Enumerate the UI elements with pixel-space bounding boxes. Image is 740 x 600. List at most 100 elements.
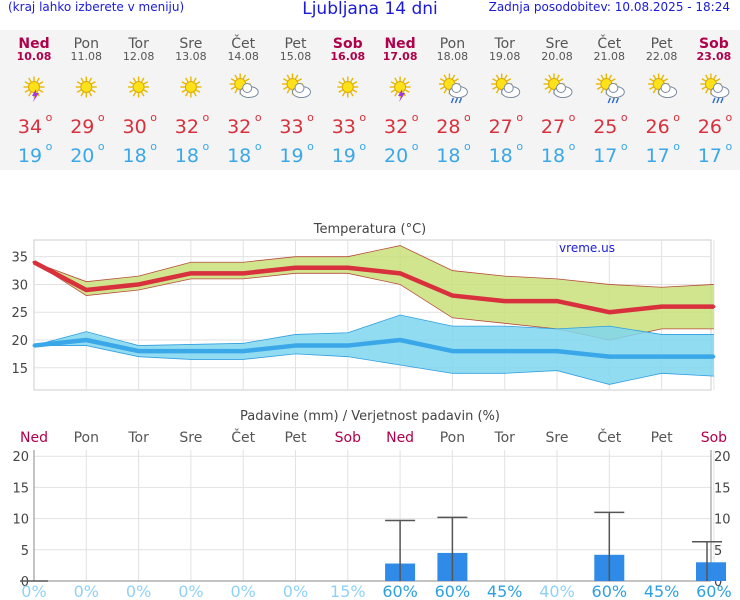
sun-cloud-icon: [543, 73, 573, 98]
data-point-max: [503, 299, 507, 303]
min-temp: 19: [18, 145, 42, 167]
degree-symbol: o: [569, 140, 576, 153]
y-tick-label: 20: [11, 334, 28, 349]
sun-icon: [180, 76, 202, 98]
data-point-max: [555, 299, 559, 303]
sun-ray: [283, 78, 288, 82]
sun-cloud-icon: [648, 73, 678, 98]
min-temp: 18: [227, 145, 251, 167]
sun-ray: [596, 78, 602, 82]
degree-symbol: o: [726, 140, 733, 153]
cloud-puff: [556, 83, 566, 93]
sun-ray: [652, 74, 657, 80]
x-tick-label: Tor: [493, 430, 515, 446]
x-tick-label: Čet: [597, 428, 621, 446]
data-point-max: [241, 271, 245, 275]
degree-symbol: o: [673, 140, 680, 153]
sun-ray: [713, 74, 717, 80]
chart-title: Padavine (mm) / Verjetnost padavin (%): [240, 409, 500, 424]
sun-ray: [443, 74, 448, 80]
degree-symbol: o: [516, 140, 523, 153]
data-point-min: [346, 344, 350, 348]
sun-ray: [132, 91, 137, 97]
sun-disc: [28, 81, 40, 93]
x-tick-label: Pon: [440, 430, 465, 446]
data-point-min: [712, 355, 716, 359]
sun-cloud-rain-icon: [595, 73, 625, 104]
cloud: [501, 83, 521, 98]
daily-forecast-strip: [0, 30, 740, 170]
data-point-max: [450, 294, 454, 298]
sun-ray: [548, 74, 552, 80]
day-name: Pon: [440, 36, 465, 52]
rain-drop: [607, 97, 611, 104]
day-date: 14.08: [227, 50, 259, 63]
cloud-puff: [451, 83, 462, 93]
cloud: [658, 83, 678, 98]
precip-probability: 0%: [283, 582, 308, 600]
max-temp: 27: [541, 116, 565, 138]
sun-ray: [193, 77, 197, 83]
x-tick-label: Sre: [179, 430, 202, 446]
sun-disc: [394, 81, 407, 93]
precip-probability: 45%: [487, 582, 523, 600]
y-tick-label: 20: [12, 450, 29, 465]
range-band-max: [34, 245, 714, 340]
page-title: Ljubljana 14 dni: [302, 0, 438, 19]
sun-ray: [38, 81, 44, 85]
sun-ray: [185, 91, 189, 97]
sun-ray: [195, 89, 201, 93]
day-date: 18.08: [437, 50, 469, 63]
x-tick-label: Sre: [546, 430, 569, 446]
day-name: Pon: [74, 36, 99, 52]
data-point-min: [607, 355, 611, 359]
y-tick-label-right: 20: [714, 450, 731, 465]
day-name: Čet: [231, 34, 255, 52]
sun-ray: [350, 77, 354, 83]
sun-ray: [544, 78, 550, 82]
sun-icon: [75, 76, 97, 98]
cloud: [553, 83, 573, 98]
precip-probability: 45%: [644, 582, 680, 600]
cloud: [448, 83, 468, 98]
rain-drop: [712, 97, 716, 104]
cloud-puff: [660, 83, 671, 93]
last-update: Zadnja posodobitev: 10.08.2025 - 18:24: [488, 0, 730, 14]
data-point-min: [189, 349, 193, 353]
sun-thunder-icon: [389, 76, 411, 102]
data-point-min: [32, 344, 36, 348]
menu-note: (kraj lahko izberete v meniju): [8, 0, 185, 14]
chart-title: Temperatura (°C): [313, 222, 426, 237]
min-temp: 20: [70, 145, 94, 167]
degree-symbol: o: [673, 111, 680, 124]
sun-ray: [294, 74, 299, 80]
x-tick-label: Ned: [386, 430, 414, 446]
day-date: 16.08: [330, 50, 365, 63]
sun-cloud-icon: [229, 73, 259, 98]
sun-thunder-icon: [23, 76, 45, 102]
sun-cloud-rain-icon: [700, 73, 730, 104]
min-temp: 18: [436, 145, 460, 167]
sun-ray: [443, 88, 448, 94]
sun-ray: [506, 78, 512, 82]
sun-disc: [132, 81, 145, 93]
series-line-min: [33, 337, 714, 359]
sun-ray: [286, 74, 291, 80]
y-tick-label: 5: [21, 544, 29, 559]
min-temp: 19: [279, 145, 303, 167]
cloud: [292, 83, 311, 98]
x-tick-label: Ned: [20, 430, 48, 446]
x-tick-label: Pet: [651, 430, 674, 446]
sun-ray: [504, 74, 508, 80]
sun-ray: [242, 74, 247, 80]
watermark: vreme.us: [559, 241, 615, 255]
sun-ray: [76, 89, 82, 93]
max-temp: 27: [489, 116, 513, 138]
sun-ray: [91, 81, 96, 85]
